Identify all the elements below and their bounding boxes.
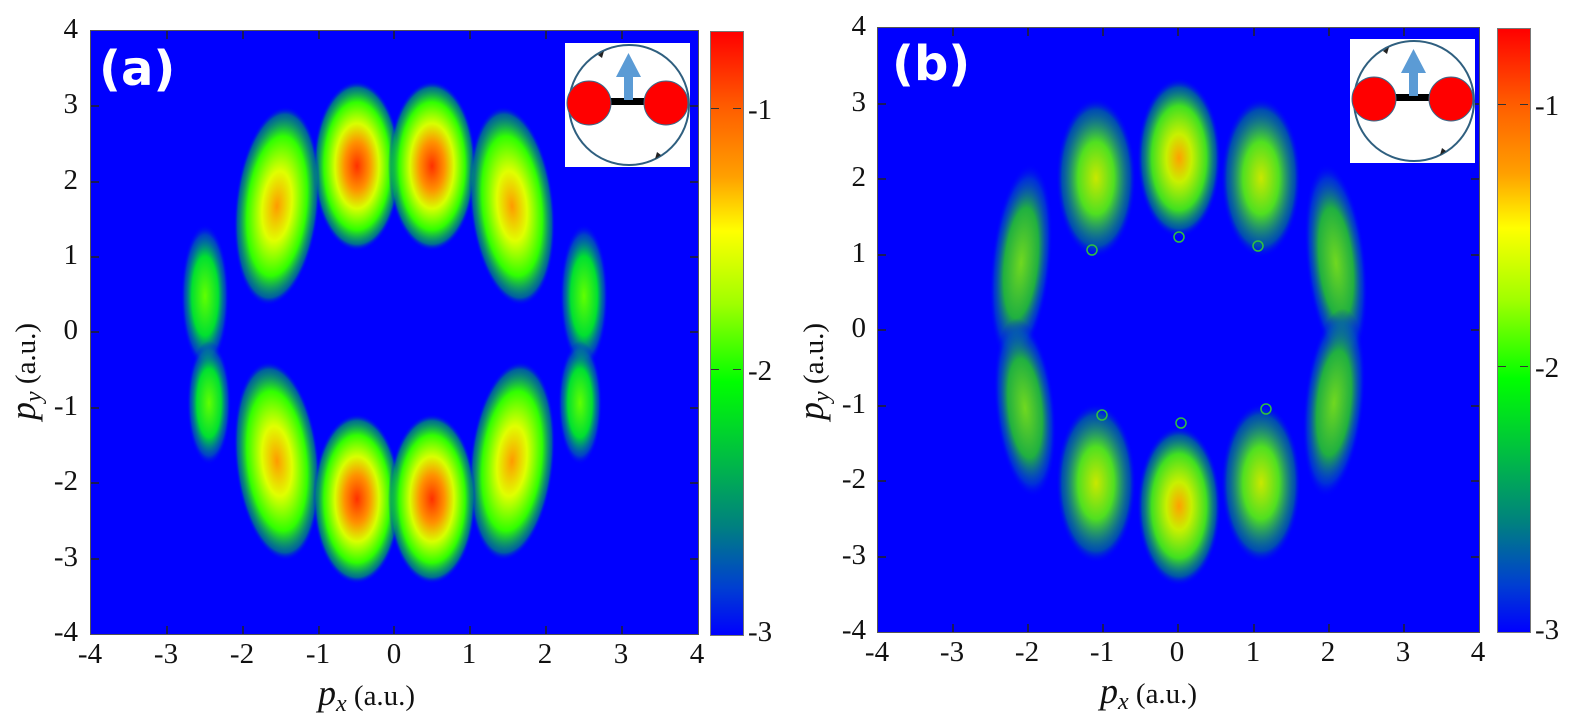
colorbar-tick bbox=[1498, 366, 1506, 367]
colorbar-tick bbox=[711, 369, 719, 370]
x-axis-title-a: px (a.u.) bbox=[318, 673, 416, 717]
x-tick-label: -1 bbox=[1089, 636, 1115, 668]
panel-label-a: (a) bbox=[99, 41, 176, 97]
colorbar-tick bbox=[1498, 104, 1506, 105]
x-tick-label: -3 bbox=[153, 638, 179, 670]
colorbar-tick bbox=[733, 108, 741, 109]
y-tick-label: 3 bbox=[63, 88, 79, 120]
colorbar-label: -3 bbox=[748, 616, 773, 648]
molecule-diagram-icon bbox=[566, 44, 690, 166]
panel-label-b: (b) bbox=[892, 36, 971, 92]
colorbar-label: -2 bbox=[748, 355, 773, 387]
colorbar-label: -2 bbox=[1535, 352, 1560, 384]
x-tick-label: -4 bbox=[77, 638, 103, 670]
heatmap-plot-b: (b) bbox=[877, 27, 1480, 633]
x-tick-label: 1 bbox=[1245, 636, 1261, 668]
molecule-inset-b bbox=[1350, 39, 1475, 163]
x-tick-label: 4 bbox=[1470, 636, 1486, 668]
x-tick-label: -3 bbox=[939, 636, 965, 668]
colorbar-tick bbox=[711, 108, 719, 109]
y-tick-label: -2 bbox=[841, 463, 866, 495]
molecule-diagram-icon bbox=[1351, 40, 1475, 162]
x-tick-label: -2 bbox=[1014, 636, 1040, 668]
y-tick-label: 0 bbox=[851, 312, 867, 344]
x-tick-label: 3 bbox=[1395, 636, 1411, 668]
y-tick-label: 0 bbox=[63, 314, 79, 346]
y-tick-label: -3 bbox=[53, 541, 78, 573]
y-tick-label: 4 bbox=[63, 13, 79, 45]
heatmap-plot-a: (a) bbox=[90, 30, 699, 635]
panel-a: (a) 4 3 2 1 0 -1 -2 -3 -4 -4 -3 -2 -1 0 … bbox=[0, 0, 785, 718]
y-tick-label: 3 bbox=[851, 86, 867, 118]
x-tick-label: 0 bbox=[386, 638, 402, 670]
colorbar-label: -1 bbox=[748, 94, 773, 126]
x-tick-label: -2 bbox=[229, 638, 255, 670]
colorbar-label: -3 bbox=[1535, 614, 1560, 646]
molecule-inset-a bbox=[565, 43, 690, 167]
colorbar-label: -1 bbox=[1535, 90, 1560, 122]
y-tick-label: 4 bbox=[851, 10, 867, 42]
x-tick-label: 4 bbox=[689, 638, 705, 670]
y-tick-label: 2 bbox=[63, 164, 79, 196]
colorbar-a bbox=[710, 31, 744, 636]
x-tick-label: -4 bbox=[864, 636, 890, 668]
x-tick-label: 1 bbox=[461, 638, 477, 670]
y-tick-label: -4 bbox=[53, 616, 78, 648]
heatmap-lobes-b bbox=[878, 28, 1479, 632]
y-tick-label: -1 bbox=[841, 388, 866, 420]
colorbar-tick bbox=[1520, 104, 1528, 105]
y-axis-title-b: py (a.u.) bbox=[791, 322, 835, 420]
y-tick-label: -1 bbox=[53, 390, 78, 422]
x-axis-title-b: px (a.u.) bbox=[1100, 671, 1198, 715]
heatmap-lobes-a bbox=[91, 31, 698, 634]
x-tick-label: 0 bbox=[1169, 636, 1185, 668]
colorbar-tick bbox=[1520, 366, 1528, 367]
y-tick-label: 1 bbox=[851, 237, 867, 269]
x-tick-label: 2 bbox=[1320, 636, 1336, 668]
x-tick-label: 2 bbox=[537, 638, 553, 670]
x-tick-label: 3 bbox=[613, 638, 629, 670]
y-tick-label: 1 bbox=[63, 239, 79, 271]
colorbar-b bbox=[1497, 28, 1531, 633]
x-tick-label: -1 bbox=[305, 638, 331, 670]
y-tick-label: -4 bbox=[841, 614, 866, 646]
colorbar-tick bbox=[733, 369, 741, 370]
y-tick-label: 2 bbox=[851, 161, 867, 193]
y-tick-label: -3 bbox=[841, 539, 866, 571]
y-tick-label: -2 bbox=[53, 465, 78, 497]
